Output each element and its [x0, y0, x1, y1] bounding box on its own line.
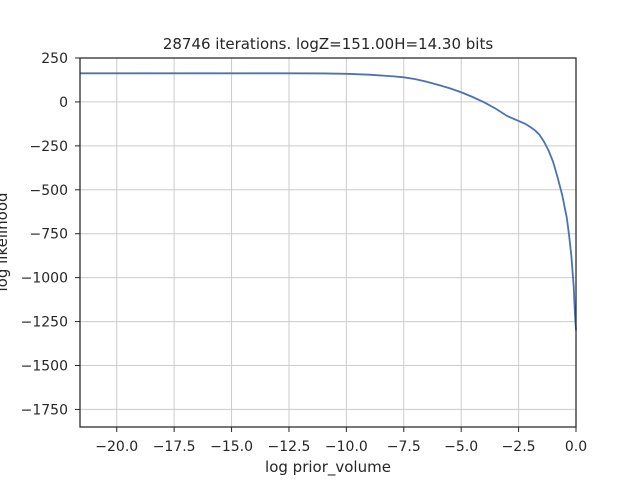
- x-tick-label: −5.0: [444, 439, 478, 455]
- y-tick-label: 250: [41, 51, 68, 67]
- x-tick-label: 0.0: [565, 439, 587, 455]
- x-tick-label: −15.0: [210, 439, 253, 455]
- x-tick-label: −12.5: [268, 439, 311, 455]
- x-tick-label: −20.0: [95, 439, 138, 455]
- y-tick-label: 0: [59, 95, 68, 111]
- y-tick-label: −1500: [21, 359, 68, 375]
- x-tick-label: −7.5: [387, 439, 421, 455]
- x-axis-label: log prior_volume: [265, 458, 391, 477]
- y-grid: [80, 57, 576, 410]
- y-tick-label: −1000: [21, 271, 68, 287]
- y-tick-label: −250: [30, 139, 68, 155]
- y-ticks: 250 0 −250 −500 −750 −1000 −1250 −1500 −1750: [21, 51, 80, 418]
- chart-title: 28746 iterations. logZ=151.00H=14.30 bit…: [163, 35, 494, 53]
- y-tick-label: −1750: [21, 402, 68, 418]
- series-layer: [80, 72, 577, 331]
- y-tick-label: −1250: [21, 315, 68, 331]
- y-tick-label: −500: [30, 183, 68, 199]
- plot-frame: [79, 57, 577, 428]
- series-line: [80, 72, 577, 331]
- x-ticks: −20.0 −17.5 −15.0 −12.5 −10.0 −7.5 −5.0 −2.5 0.0: [95, 427, 587, 455]
- y-tick-label: −750: [30, 227, 68, 243]
- y-axis-label: log likelihood: [0, 192, 11, 291]
- x-tick-label: −2.5: [502, 439, 536, 455]
- x-tick-label: −17.5: [153, 439, 196, 455]
- x-tick-label: −10.0: [325, 439, 368, 455]
- x-grid: [116, 58, 577, 427]
